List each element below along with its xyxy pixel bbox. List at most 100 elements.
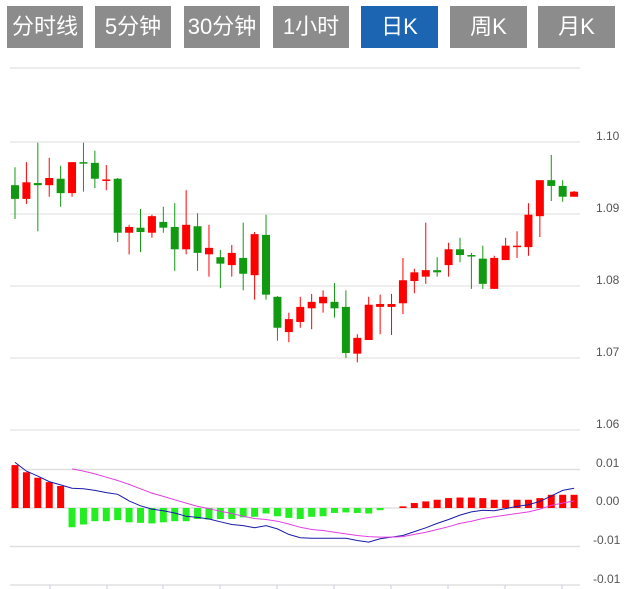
macd-bar [216,508,224,519]
price-tick-label: 1.07 [596,345,620,359]
macd-bar [68,508,76,528]
candle [56,165,65,207]
macd-bar [159,508,167,523]
candle [410,268,419,294]
macd-bar [11,465,19,508]
candle [159,206,168,233]
candle [341,290,350,358]
macd-bar [285,508,293,518]
macd-bar [330,508,338,513]
candle-body [79,162,88,164]
candle [364,296,373,340]
candle-body [444,249,453,266]
macd-bar [559,494,567,508]
candle-body [284,319,293,333]
macd-bar [445,498,453,508]
candle [547,154,556,202]
candle [273,296,282,341]
macd-bar [79,508,87,525]
candle [513,231,522,258]
macd-bar [273,508,281,517]
candle-body [159,221,168,228]
candle [353,334,362,363]
macd-bar [34,477,42,508]
candle [398,257,407,315]
macd-bar [456,497,464,508]
candle [284,312,293,343]
macd-bar [22,472,30,508]
candle-body [433,270,442,273]
macd-bar [251,508,259,517]
macd-bar [547,494,555,508]
candle [307,293,316,330]
candle-body [398,280,407,304]
tab-weekly-k[interactable]: 周K [450,6,527,48]
candle-body [182,224,191,250]
candle-body [216,257,225,264]
candle [524,203,533,256]
macd-bar [57,486,65,508]
candle-body [353,337,362,354]
candle [467,252,476,289]
tab-intraday[interactable]: 分时线 [7,6,83,48]
candle [170,203,179,271]
macd-bar [205,508,213,520]
macd-bar [365,508,373,514]
candle-body [535,180,544,217]
candle [239,222,248,291]
candle-body [250,234,259,276]
candle-body [170,226,179,250]
candle-body [22,182,31,199]
tab-1hour[interactable]: 1小时 [273,6,349,48]
price-tick-label: 1.10 [596,129,620,143]
candle [136,208,145,253]
candle [490,255,499,289]
macd-tick-label: -0.01 [593,533,621,547]
candle-body [341,306,350,353]
candle-body [227,252,236,266]
candle-body [136,227,145,232]
tab-daily-k[interactable]: 日K [361,6,438,48]
candle-body [56,178,65,194]
tab-30min[interactable]: 30分钟 [184,6,260,48]
candle-body [547,180,556,186]
candle [330,283,339,318]
candle [11,167,19,220]
tab-monthly-k[interactable]: 月K [538,6,615,48]
macd-bar [524,499,532,508]
price-tick-label: 1.09 [596,201,620,215]
candlestick-series [11,142,579,363]
candle-body [68,162,77,194]
candle-body [524,214,533,248]
candle [319,290,328,313]
dea-line [71,468,575,538]
macd-bar [353,508,361,513]
candle [250,232,259,300]
candle-body [558,185,567,197]
macd-bar [479,498,487,508]
candle-body [239,257,248,274]
candle [376,294,385,335]
candle [535,180,544,238]
candle [227,244,236,277]
candle-body [113,178,122,233]
candle-body [455,249,464,256]
candle [558,180,567,202]
candle [45,157,54,197]
macd-bar [102,508,110,522]
macd-bar [513,499,521,508]
macd-bar [342,508,350,513]
candle [102,165,111,191]
macd-bar [91,508,99,522]
macd-bar [490,499,498,508]
price-tick-label: 1.08 [596,273,620,287]
macd-tick-label: -0.01 [593,572,621,586]
candle-body [513,245,522,248]
macd-bar [125,508,133,523]
tab-5min[interactable]: 5分钟 [95,6,171,48]
y-axis-labels: 1.10 1.09 1.08 1.07 1.06 0.01 0.00 -0.01… [593,129,621,586]
candle-body [90,162,99,179]
candle [90,150,99,189]
candle-body [193,226,202,253]
candle-body [478,258,487,284]
